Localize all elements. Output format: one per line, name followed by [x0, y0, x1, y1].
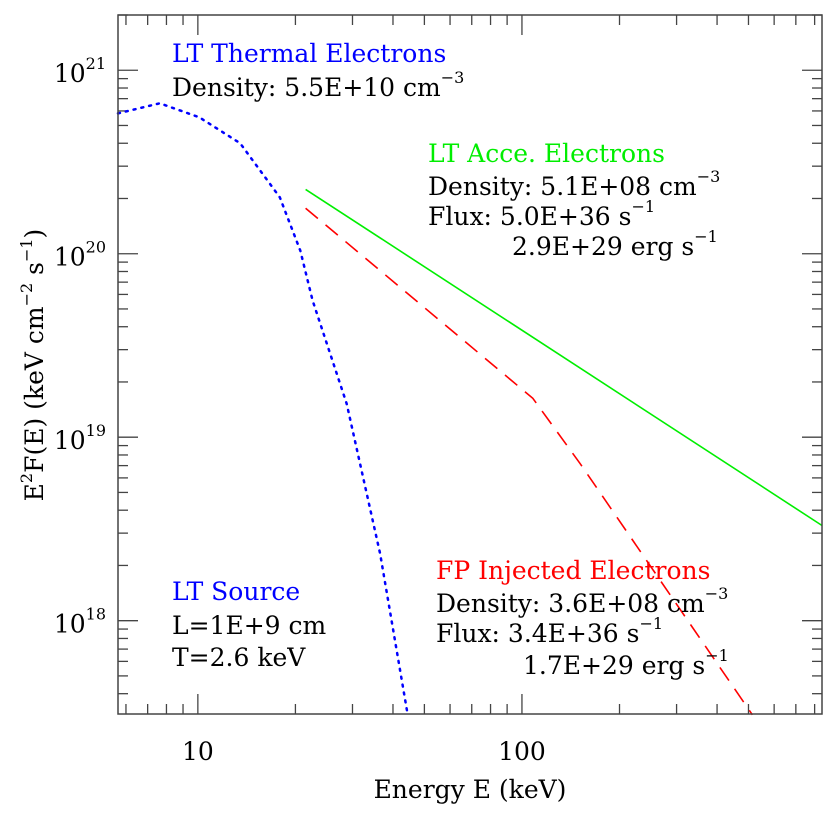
y-tick-label: 1021 [54, 54, 106, 88]
acce-title: LT Acce. Electrons [428, 139, 665, 168]
x-axis-title: Energy E (keV) [374, 775, 567, 804]
series-fp-injected-electrons [305, 207, 754, 716]
thermal-density: Density: 5.5E+10 cm−3 [172, 68, 464, 102]
fp-energy: 1.7E+29 erg s−1 [523, 646, 729, 680]
y-tick-label: 1020 [54, 238, 106, 272]
y-axis-title: E2F(E) (keV cm−2 s−1) [17, 229, 49, 502]
thermal-title: LT Thermal Electrons [172, 39, 446, 68]
x-tick-label: 10 [182, 737, 214, 766]
y-tick-labels: 1021 1020 1019 1018 [54, 54, 106, 638]
annotation-source: LT Source L=1E+9 cm T=2.6 keV [172, 577, 327, 672]
y-tick-label: 1019 [54, 421, 106, 455]
series-lt-thermal-electrons [116, 101, 409, 717]
source-title: LT Source [172, 577, 300, 606]
annotation-acce: LT Acce. Electrons Density: 5.1E+08 cm−3… [428, 139, 720, 261]
acce-density: Density: 5.1E+08 cm−3 [428, 167, 720, 201]
plot-frame [117, 14, 823, 715]
y-tick-label: 1018 [54, 605, 106, 639]
series-layer [116, 101, 823, 717]
x-tick-labels: 10 100 [182, 737, 546, 766]
acce-energy: 2.9E+29 erg s−1 [512, 227, 718, 261]
fp-title: FP Injected Electrons [436, 556, 710, 585]
source-temperature: T=2.6 keV [172, 643, 306, 672]
annotation-thermal: LT Thermal Electrons Density: 5.5E+10 cm… [172, 39, 464, 102]
acce-flux: Flux: 5.0E+36 s−1 [428, 197, 655, 231]
annotation-fp: FP Injected Electrons Density: 3.6E+08 c… [436, 556, 729, 680]
x-tick-label: 100 [498, 737, 546, 766]
fp-flux: Flux: 3.4E+36 s−1 [436, 614, 663, 648]
axis-ticks [118, 14, 822, 714]
source-length: L=1E+9 cm [172, 611, 327, 640]
fp-density: Density: 3.6E+08 cm−3 [436, 584, 728, 618]
series-lt-acce-electrons [305, 188, 823, 527]
